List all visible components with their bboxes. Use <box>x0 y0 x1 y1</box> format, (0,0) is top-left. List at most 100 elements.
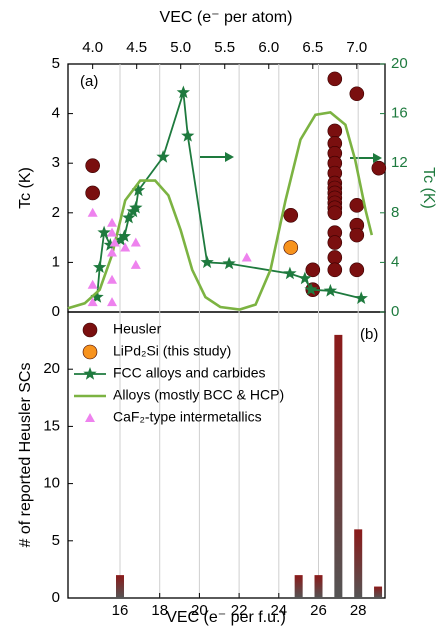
x2-tick-label: 5.0 <box>170 39 191 56</box>
bar <box>116 575 125 598</box>
bar <box>314 575 323 598</box>
legend-label: Heusler <box>113 321 162 337</box>
triangle-point <box>107 217 118 227</box>
point <box>85 185 100 201</box>
star-point <box>200 255 214 269</box>
star-point <box>93 260 107 273</box>
point <box>349 262 365 278</box>
y2-tick-label: 0 <box>391 303 399 320</box>
y-tick-label: 0 <box>52 303 60 320</box>
x-tick-label: 28 <box>350 602 367 619</box>
y-tick-label: 10 <box>43 475 60 492</box>
triangle-point <box>130 259 141 269</box>
point <box>283 207 299 223</box>
y-tick-label: 5 <box>52 55 60 72</box>
series-line <box>67 111 374 311</box>
legend-marker <box>82 322 98 338</box>
x-axis-title: VEC (e⁻ per f.u.) <box>166 609 286 626</box>
x-tick-label: 16 <box>112 602 129 619</box>
x2-tick-label: 6.0 <box>258 39 279 56</box>
star-point <box>181 128 195 142</box>
y2-tick-label: 16 <box>391 105 408 122</box>
legend-label: Alloys (mostly BCC & HCP) <box>113 387 284 403</box>
x2-axis-title: VEC (e⁻ per atom) <box>160 9 293 26</box>
point <box>371 160 387 176</box>
x-tick-label: 22 <box>231 602 248 619</box>
star-point <box>354 291 368 304</box>
point <box>283 240 299 255</box>
y-tick-label: 0 <box>52 589 60 606</box>
star-point <box>117 229 131 242</box>
point <box>85 158 100 173</box>
x-tick-label: 24 <box>270 602 287 619</box>
star-point <box>222 256 236 270</box>
point <box>349 227 365 243</box>
star-point <box>323 283 338 297</box>
legend-marker <box>85 413 95 422</box>
star-point <box>283 266 297 280</box>
triangle-point <box>107 274 118 284</box>
star-point <box>103 238 117 251</box>
y2-tick-label: 20 <box>391 55 408 72</box>
y-tick-label: 1 <box>52 253 60 270</box>
triangle-point <box>107 247 118 257</box>
panel-label: (b) <box>360 326 378 343</box>
triangle-point <box>107 297 118 307</box>
y-tick-label: 5 <box>52 532 60 549</box>
y-tick-label: 3 <box>52 154 60 171</box>
star-point <box>97 225 111 239</box>
triangle-point <box>241 252 252 262</box>
star-point <box>90 290 104 303</box>
point <box>349 86 365 102</box>
bar <box>354 529 363 598</box>
arrows <box>200 152 382 163</box>
panel-b-frame <box>67 311 386 599</box>
point <box>327 235 343 250</box>
triangle-point <box>87 297 98 307</box>
legend-marker <box>82 344 98 360</box>
x-tick-label: 20 <box>191 602 208 619</box>
triangle-point <box>130 237 141 247</box>
star-point <box>304 282 318 296</box>
y-axis-title: # of reported Heusler SCs <box>17 363 34 548</box>
x-tick-label: 18 <box>151 602 168 619</box>
x2-tick-label: 7.0 <box>346 39 367 56</box>
y-tick-label: 4 <box>52 105 60 122</box>
point <box>327 250 343 265</box>
y-axis-title: Tc (K) <box>17 167 34 209</box>
y2-tick-label: 8 <box>391 204 399 221</box>
x2-tick-label: 4.5 <box>126 39 147 56</box>
triangle-point <box>109 237 120 247</box>
y2-tick-label: 12 <box>391 154 408 171</box>
star-point <box>131 183 146 197</box>
triangle-point <box>107 227 118 237</box>
bar <box>294 575 303 598</box>
star-point <box>122 210 136 224</box>
y-tick-label: 15 <box>43 417 60 434</box>
point <box>327 123 343 139</box>
triangle-point <box>87 207 98 217</box>
triangle-point <box>120 242 131 252</box>
star-point <box>129 200 143 214</box>
panel-label: (a) <box>80 73 98 90</box>
point <box>349 198 365 213</box>
y2-tick-label: 4 <box>391 253 399 270</box>
y-tick-label: 20 <box>43 360 60 377</box>
legend-label: FCC alloys and carbides <box>113 365 266 381</box>
y2-axis-title: Tc (K) <box>420 167 437 209</box>
x-tick-label: 26 <box>310 602 327 619</box>
legend-label: LiPd₂Si (this study) <box>113 343 231 359</box>
bar <box>374 586 383 598</box>
triangle-point <box>87 279 98 289</box>
point <box>327 71 343 87</box>
star-point <box>114 233 128 246</box>
point <box>327 262 343 278</box>
y-tick-label: 2 <box>52 204 60 221</box>
star-point <box>298 271 312 285</box>
legend-marker <box>83 367 97 380</box>
x2-tick-label: 5.5 <box>214 39 235 56</box>
star-point <box>156 150 170 163</box>
x2-tick-label: 4.0 <box>82 39 103 56</box>
point <box>305 262 321 278</box>
